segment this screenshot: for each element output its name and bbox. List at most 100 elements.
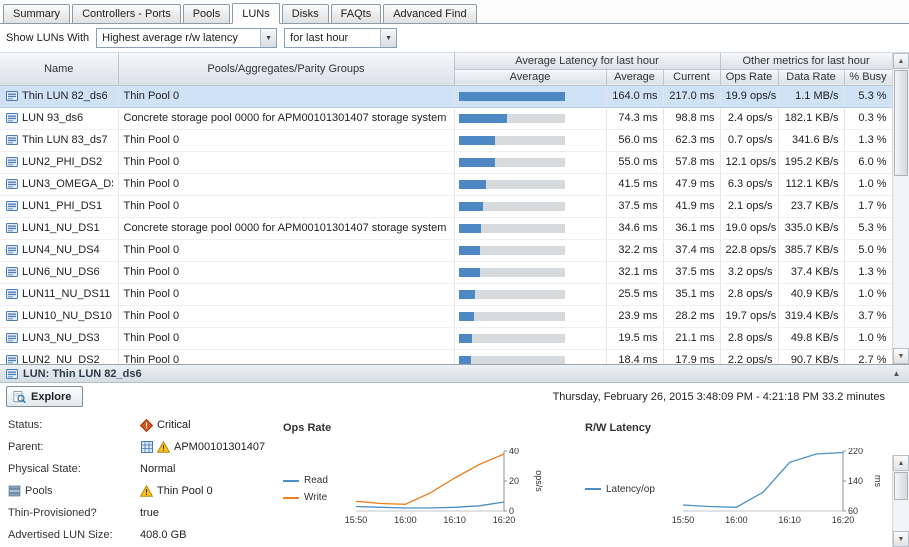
data-rate-cell[interactable]: 195.2 KB/s bbox=[778, 151, 845, 174]
pool-cell[interactable]: Thin Pool 0 bbox=[118, 261, 455, 284]
pool-cell[interactable]: Thin Pool 0 bbox=[118, 129, 455, 152]
data-rate-cell[interactable]: 49.8 KB/s bbox=[778, 327, 845, 350]
ops-rate-cell[interactable]: 19.0 ops/s bbox=[720, 217, 779, 240]
current-latency-cell[interactable]: 41.9 ms bbox=[663, 195, 721, 218]
pool-cell[interactable]: Thin Pool 0 bbox=[118, 327, 455, 350]
latency-bar-cell[interactable] bbox=[454, 85, 607, 108]
pool-cell[interactable]: Concrete storage pool 0000 for APM001013… bbox=[118, 217, 455, 240]
busy-cell[interactable]: 5.0 % bbox=[844, 239, 893, 262]
current-latency-cell[interactable]: 17.9 ms bbox=[663, 349, 721, 364]
data-rate-cell[interactable]: 90.7 KB/s bbox=[778, 349, 845, 364]
data-rate-cell[interactable]: 341.6 B/s bbox=[778, 129, 845, 152]
latency-bar-cell[interactable] bbox=[454, 349, 607, 364]
table-row[interactable]: LUN 93_ds6 Concrete storage pool 0000 for… bbox=[0, 107, 893, 130]
lun-name-cell[interactable]: LUN2_PHI_DS2 bbox=[0, 151, 119, 174]
latency-bar-cell[interactable] bbox=[454, 151, 607, 174]
current-latency-cell[interactable]: 37.4 ms bbox=[663, 239, 721, 262]
detail-scrollbar-thumb[interactable] bbox=[894, 472, 908, 500]
col-header-ops-rate[interactable]: Ops Rate bbox=[720, 69, 779, 86]
col-header-pools[interactable]: Pools/Aggregates/Parity Groups bbox=[118, 53, 455, 86]
ops-rate-cell[interactable]: 2.8 ops/s bbox=[720, 327, 779, 350]
latency-bar-cell[interactable] bbox=[454, 129, 607, 152]
lun-name-cell[interactable]: LUN4_NU_DS4 bbox=[0, 239, 119, 262]
tab-disks[interactable]: Disks bbox=[281, 4, 329, 23]
current-latency-cell[interactable]: 35.1 ms bbox=[663, 283, 721, 306]
scroll-down-icon[interactable]: ▼ bbox=[893, 348, 909, 364]
tab-summary[interactable]: Summary bbox=[3, 4, 71, 23]
busy-cell[interactable]: 1.0 % bbox=[844, 283, 893, 306]
avg-latency-cell[interactable]: 19.5 ms bbox=[606, 327, 664, 350]
data-rate-cell[interactable]: 112.1 KB/s bbox=[778, 173, 845, 196]
current-latency-cell[interactable]: 47.9 ms bbox=[663, 173, 721, 196]
ops-rate-cell[interactable]: 12.1 ops/s bbox=[720, 151, 779, 174]
avg-latency-cell[interactable]: 41.5 ms bbox=[606, 173, 664, 196]
tab-pools[interactable]: Pools bbox=[182, 4, 231, 23]
chevron-down-icon[interactable]: ▼ bbox=[380, 29, 397, 47]
busy-cell[interactable]: 3.7 % bbox=[844, 305, 893, 328]
avg-latency-cell[interactable]: 34.6 ms bbox=[606, 217, 664, 240]
table-row[interactable]: LUN10_NU_DS10 Thin Pool 0 23.9 ms 28.2 ms 19… bbox=[0, 305, 893, 328]
pool-cell[interactable]: Thin Pool 0 bbox=[118, 283, 455, 306]
ops-rate-cell[interactable]: 2.4 ops/s bbox=[720, 107, 779, 130]
pool-cell[interactable]: Thin Pool 0 bbox=[118, 349, 455, 364]
latency-bar-cell[interactable] bbox=[454, 217, 607, 240]
busy-cell[interactable]: 2.7 % bbox=[844, 349, 893, 364]
scroll-down-icon[interactable]: ▼ bbox=[893, 531, 909, 547]
table-row[interactable]: LUN3_NU_DS3 Thin Pool 0 19.5 ms 21.1 ms 2.8 … bbox=[0, 327, 893, 350]
pool-cell[interactable]: Thin Pool 0 bbox=[118, 305, 455, 328]
explore-button[interactable]: Explore bbox=[6, 386, 84, 407]
pool-cell[interactable]: Thin Pool 0 bbox=[118, 239, 455, 262]
chevron-down-icon[interactable]: ▼ bbox=[260, 29, 277, 47]
table-row[interactable]: LUN6_NU_DS6 Thin Pool 0 32.1 ms 37.5 ms 3.2 … bbox=[0, 261, 893, 284]
ops-rate-cell[interactable]: 6.3 ops/s bbox=[720, 173, 779, 196]
pool-cell[interactable]: Concrete storage pool 0000 for APM001013… bbox=[118, 107, 455, 130]
latency-bar-cell[interactable] bbox=[454, 195, 607, 218]
col-header-data-rate[interactable]: Data Rate bbox=[778, 69, 845, 86]
busy-cell[interactable]: 1.0 % bbox=[844, 173, 893, 196]
avg-latency-cell[interactable]: 32.2 ms bbox=[606, 239, 664, 262]
lun-name-cell[interactable]: Thin LUN 82_ds6 bbox=[0, 85, 119, 108]
ops-rate-cell[interactable]: 19.7 ops/s bbox=[720, 305, 779, 328]
data-rate-cell[interactable]: 335.0 KB/s bbox=[778, 217, 845, 240]
busy-cell[interactable]: 1.3 % bbox=[844, 129, 893, 152]
avg-latency-cell[interactable]: 25.5 ms bbox=[606, 283, 664, 306]
avg-latency-cell[interactable]: 74.3 ms bbox=[606, 107, 664, 130]
ops-rate-cell[interactable]: 19.9 ops/s bbox=[720, 85, 779, 108]
pool-cell[interactable]: Thin Pool 0 bbox=[118, 173, 455, 196]
table-row[interactable]: LUN1_NU_DS1 Concrete storage pool 0000 fo… bbox=[0, 217, 893, 240]
col-header-average[interactable]: Average bbox=[606, 69, 664, 86]
data-rate-cell[interactable]: 182.1 KB/s bbox=[778, 107, 845, 130]
lun-name-cell[interactable]: LUN 93_ds6 bbox=[0, 107, 119, 130]
data-rate-cell[interactable]: 23.7 KB/s bbox=[778, 195, 845, 218]
lun-name-cell[interactable]: LUN1_NU_DS1 bbox=[0, 217, 119, 240]
current-latency-cell[interactable]: 98.8 ms bbox=[663, 107, 721, 130]
lun-name-cell[interactable]: LUN3_NU_DS3 bbox=[0, 327, 119, 350]
avg-latency-cell[interactable]: 164.0 ms bbox=[606, 85, 664, 108]
data-rate-cell[interactable]: 40.9 KB/s bbox=[778, 283, 845, 306]
tab-luns[interactable]: LUNs bbox=[232, 3, 280, 24]
table-row[interactable]: LUN2_NU_DS2 Thin Pool 0 18.4 ms 17.9 ms 2.2 … bbox=[0, 349, 893, 364]
busy-cell[interactable]: 5.3 % bbox=[844, 217, 893, 240]
busy-cell[interactable]: 6.0 % bbox=[844, 151, 893, 174]
detail-scrollbar[interactable]: ▲ ▼ bbox=[892, 455, 909, 547]
data-rate-cell[interactable]: 1.1 MB/s bbox=[778, 85, 845, 108]
avg-latency-cell[interactable]: 18.4 ms bbox=[606, 349, 664, 364]
latency-bar-cell[interactable] bbox=[454, 239, 607, 262]
table-row[interactable]: LUN2_PHI_DS2 Thin Pool 0 55.0 ms 57.8 ms 12.… bbox=[0, 151, 893, 174]
avg-latency-cell[interactable]: 56.0 ms bbox=[606, 129, 664, 152]
col-header-busy[interactable]: % Busy bbox=[844, 69, 893, 86]
latency-bar-cell[interactable] bbox=[454, 327, 607, 350]
table-row[interactable]: Thin LUN 82_ds6 Thin Pool 0 164.0 ms 217.0 … bbox=[0, 85, 893, 108]
table-scrollbar-thumb[interactable] bbox=[894, 70, 908, 176]
current-latency-cell[interactable]: 37.5 ms bbox=[663, 261, 721, 284]
lun-name-cell[interactable]: Thin LUN 83_ds7 bbox=[0, 129, 119, 152]
current-latency-cell[interactable]: 36.1 ms bbox=[663, 217, 721, 240]
lun-name-cell[interactable]: LUN11_NU_DS11 bbox=[0, 283, 119, 306]
lun-name-cell[interactable]: LUN2_NU_DS2 bbox=[0, 349, 119, 364]
table-row[interactable]: LUN4_NU_DS4 Thin Pool 0 32.2 ms 37.4 ms 22.8… bbox=[0, 239, 893, 262]
metric-dropdown[interactable]: Highest average r/w latency ▼ bbox=[96, 28, 278, 48]
ops-rate-cell[interactable]: 22.8 ops/s bbox=[720, 239, 779, 262]
pool-cell[interactable]: Thin Pool 0 bbox=[118, 85, 455, 108]
scroll-up-icon[interactable]: ▲ bbox=[893, 53, 909, 69]
tab-advanced-find[interactable]: Advanced Find bbox=[383, 4, 477, 23]
